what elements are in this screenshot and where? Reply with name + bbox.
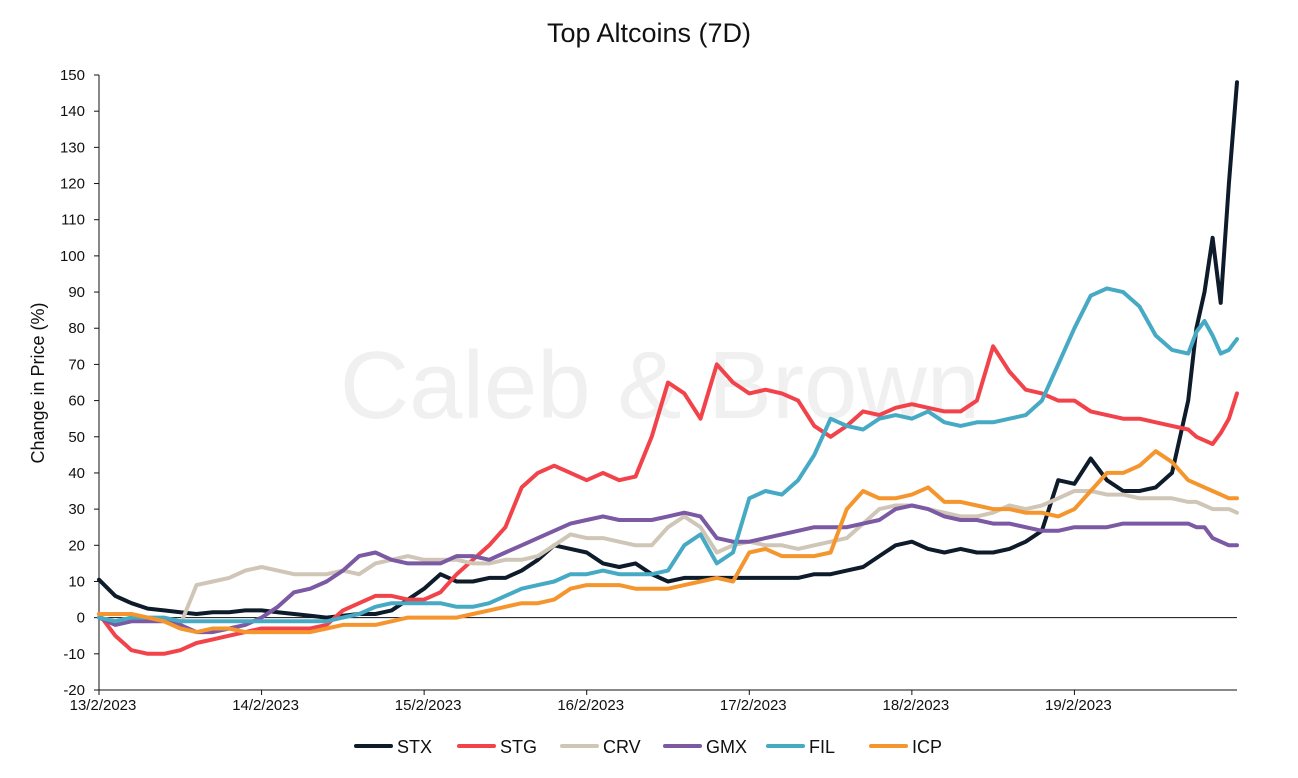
y-tick-label: 110 — [61, 212, 85, 229]
x-axis: 13/2/2023 14/2/2023 15/2/2023 16/2/2023 17/2… — [70, 690, 1112, 714]
series-line-crv — [97, 489, 1239, 627]
series-line-gmx — [97, 503, 1239, 635]
series-line-stx — [97, 80, 1239, 620]
x-tick-label: 17/2/2023 — [720, 697, 787, 714]
y-axis-title: Change in Price (%) — [28, 302, 48, 463]
y-tick-label: 90 — [68, 284, 85, 301]
x-tick-label: 16/2/2023 — [557, 697, 624, 714]
x-tick-label: 13/2/2023 — [70, 697, 137, 714]
series-lines — [97, 80, 1239, 656]
y-tick-label: 30 — [68, 501, 85, 518]
x-tick-label: 15/2/2023 — [395, 697, 462, 714]
series-line-icp — [97, 449, 1239, 635]
y-tick-label: 60 — [68, 393, 85, 410]
y-tick-label: -10 — [63, 646, 85, 663]
series-line-fil — [97, 286, 1239, 624]
y-axis: 1501401301201101009080706050403020100-10… — [60, 67, 99, 699]
legend-label-icp: ICP — [912, 737, 942, 757]
chart-title: Top Altcoins (7D) — [547, 18, 751, 48]
legend-label-stx: STX — [397, 737, 432, 757]
y-tick-label: 70 — [68, 356, 85, 373]
y-tick-label: 80 — [68, 320, 85, 337]
x-tick-label: 18/2/2023 — [882, 697, 949, 714]
x-tick-label: 19/2/2023 — [1045, 697, 1112, 714]
y-tick-label: 50 — [68, 429, 85, 446]
x-tick-label: 14/2/2023 — [232, 697, 299, 714]
y-tick-label: 20 — [68, 537, 85, 554]
y-tick-label: 130 — [60, 139, 85, 156]
y-tick-label: 10 — [68, 573, 85, 590]
y-tick-label: 120 — [60, 176, 85, 193]
legend-label-stg: STG — [500, 737, 537, 757]
y-tick-label: -20 — [63, 682, 85, 699]
y-tick-label: 150 — [60, 67, 85, 84]
legend-label-crv: CRV — [603, 737, 641, 757]
y-tick-label: 40 — [68, 465, 85, 482]
y-tick-label: 140 — [60, 103, 85, 120]
legend: STX STG CRV GMX FIL ICP — [354, 737, 942, 757]
watermark: Caleb & Brown — [340, 332, 980, 439]
series-line-stg — [97, 344, 1239, 656]
legend-label-gmx: GMX — [706, 737, 747, 757]
y-tick-label: 0 — [77, 610, 85, 627]
legend-label-fil: FIL — [809, 737, 835, 757]
y-tick-label: 100 — [60, 248, 85, 265]
